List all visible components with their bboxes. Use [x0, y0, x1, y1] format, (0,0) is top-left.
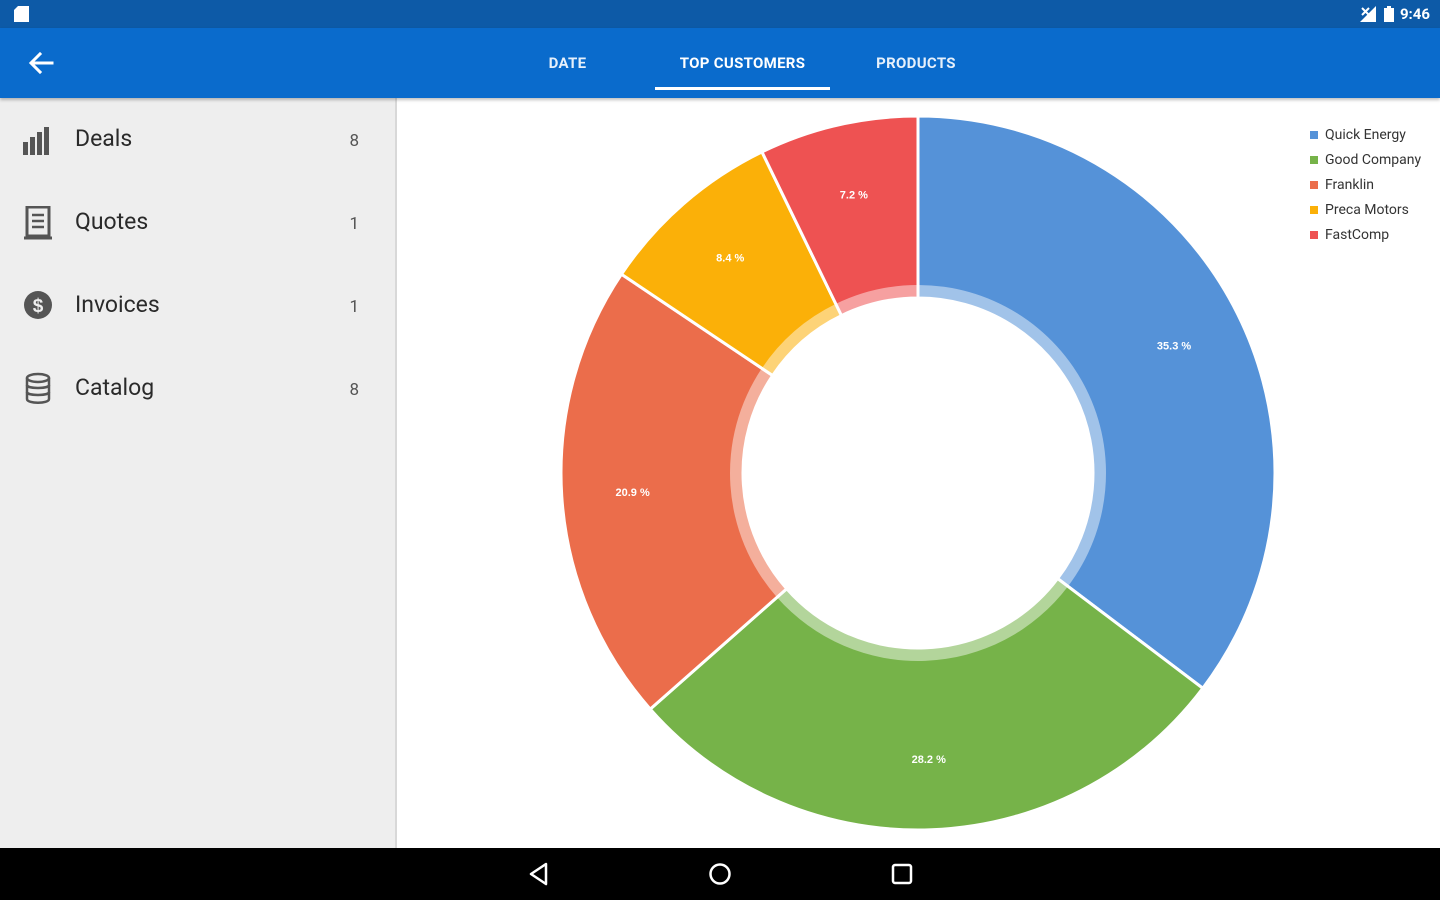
- chart-legend: Quick Energy Good Company Franklin Preca Mo…: [1310, 122, 1421, 247]
- signal-icon: [1359, 6, 1376, 22]
- battery-icon: [1383, 6, 1394, 22]
- database-icon: [25, 372, 51, 404]
- app-bar: DATE TOP CUSTOMERS PRODUCTS: [0, 28, 1440, 98]
- status-bar: 9:46: [0, 0, 1440, 28]
- sidebar-item-catalog[interactable]: Catalog 8: [0, 350, 395, 433]
- sidebar-item-label: Catalog: [75, 374, 155, 401]
- sidebar-item-count: 1: [349, 297, 359, 317]
- legend-label: Quick Energy: [1325, 126, 1406, 143]
- navigation-bar: [0, 848, 1440, 900]
- sd-card-icon: [14, 6, 29, 22]
- chart-panel: [397, 98, 1440, 848]
- legend-item: Preca Motors: [1310, 197, 1421, 222]
- nav-back-icon[interactable]: [526, 861, 552, 887]
- sidebar: Deals 8 Quotes 1 $ Invoices 1 Catalog 8: [0, 98, 397, 848]
- legend-swatch: [1310, 180, 1318, 189]
- legend-swatch: [1310, 230, 1318, 239]
- sidebar-item-label: Invoices: [75, 291, 160, 318]
- sidebar-item-invoices[interactable]: $ Invoices 1: [0, 267, 395, 350]
- sidebar-item-count: 8: [349, 380, 359, 400]
- legend-item: Good Company: [1310, 147, 1421, 172]
- bar-chart-icon: [23, 127, 49, 155]
- sidebar-item-count: 1: [349, 214, 359, 234]
- legend-swatch: [1310, 205, 1318, 214]
- legend-label: Good Company: [1325, 151, 1422, 168]
- legend-item: Franklin: [1310, 172, 1421, 197]
- legend-label: FastComp: [1325, 226, 1390, 243]
- nav-home-icon[interactable]: [707, 861, 733, 887]
- legend-item: FastComp: [1310, 222, 1421, 247]
- dollar-icon: $: [24, 291, 52, 319]
- svg-text:$: $: [33, 296, 44, 317]
- tab-products[interactable]: PRODUCTS: [876, 54, 956, 72]
- legend-label: Preca Motors: [1325, 201, 1409, 218]
- nav-recents-icon[interactable]: [889, 861, 915, 887]
- document-icon: [24, 206, 52, 240]
- sidebar-item-label: Deals: [75, 125, 133, 152]
- legend-label: Franklin: [1325, 176, 1375, 193]
- sidebar-item-quotes[interactable]: Quotes 1: [0, 184, 395, 267]
- legend-swatch: [1310, 130, 1318, 139]
- legend-swatch: [1310, 155, 1318, 164]
- status-time: 9:46: [1399, 5, 1430, 23]
- legend-item: Quick Energy: [1310, 122, 1421, 147]
- sidebar-item-label: Quotes: [75, 208, 149, 235]
- tab-date[interactable]: DATE: [548, 54, 587, 72]
- tab-top-customers[interactable]: TOP CUSTOMERS: [655, 28, 830, 98]
- sidebar-item-count: 8: [349, 131, 359, 151]
- sidebar-item-deals[interactable]: Deals 8: [0, 101, 395, 184]
- back-arrow-icon[interactable]: [26, 50, 56, 76]
